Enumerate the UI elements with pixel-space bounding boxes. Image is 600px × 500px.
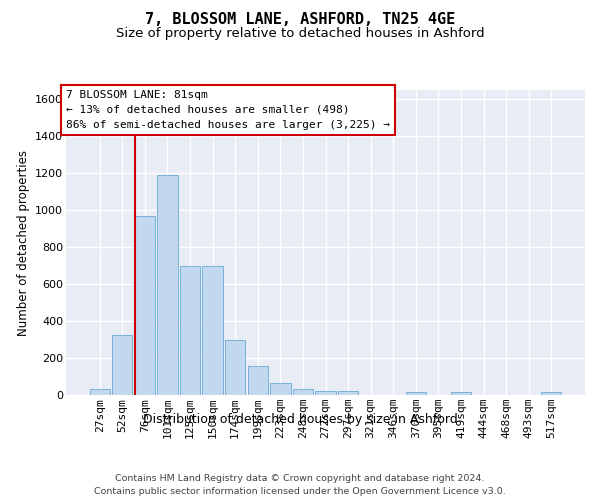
Bar (270, 383, 290, 395)
Bar (89, 390, 110, 395)
Text: 7 BLOSSOM LANE: 81sqm
← 13% of detached houses are smaller (498)
86% of semi-det: 7 BLOSSOM LANE: 81sqm ← 13% of detached … (66, 90, 390, 130)
Text: 7, BLOSSOM LANE, ASHFORD, TN25 4GE: 7, BLOSSOM LANE, ASHFORD, TN25 4GE (145, 12, 455, 28)
Bar (541, 392, 562, 395)
Bar (135, 216, 155, 395)
Bar (406, 392, 426, 395)
Bar (157, 175, 178, 395)
Bar (338, 392, 358, 395)
Bar (316, 392, 335, 395)
Bar (202, 266, 223, 395)
Text: Contains public sector information licensed under the Open Government Licence v3: Contains public sector information licen… (94, 487, 506, 496)
Bar (293, 390, 313, 395)
Bar (180, 266, 200, 395)
Bar (248, 366, 268, 395)
Y-axis label: Number of detached properties: Number of detached properties (17, 150, 29, 336)
Bar (112, 335, 133, 395)
Text: Distribution of detached houses by size in Ashford: Distribution of detached houses by size … (143, 412, 457, 426)
Bar (225, 340, 245, 395)
Text: Contains HM Land Registry data © Crown copyright and database right 2024.: Contains HM Land Registry data © Crown c… (115, 474, 485, 483)
Bar (451, 392, 471, 395)
Text: Size of property relative to detached houses in Ashford: Size of property relative to detached ho… (116, 28, 484, 40)
